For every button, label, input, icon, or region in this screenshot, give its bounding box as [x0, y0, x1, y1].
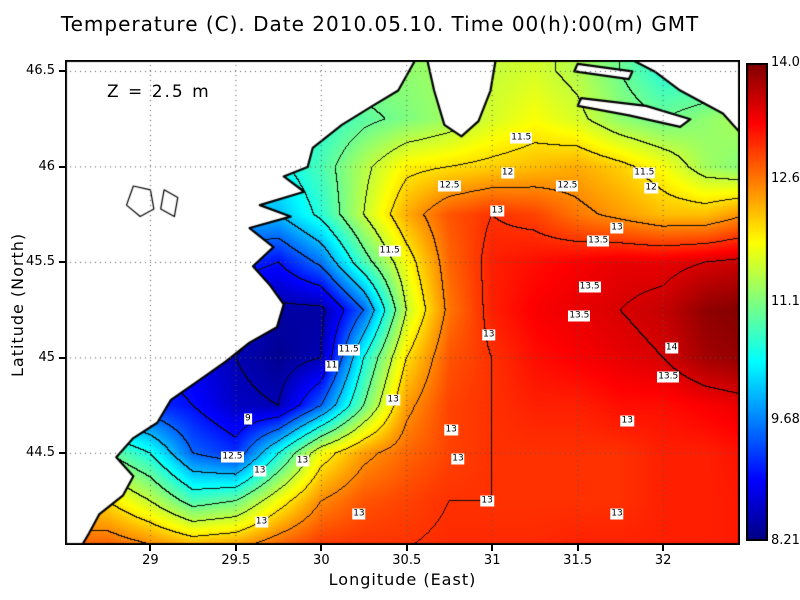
x-tick-label: 30	[313, 553, 330, 568]
x-tick-mark	[320, 545, 323, 551]
contour-label: 9	[243, 413, 252, 425]
contour-label: 11	[324, 360, 339, 371]
contour-label: 12.5	[556, 180, 579, 192]
colorbar	[746, 63, 768, 541]
x-tick-label: 29	[142, 553, 159, 568]
contour-label: 11.5	[510, 132, 533, 144]
y-tick-mark	[59, 70, 65, 73]
y-tick-label: 45.5	[26, 254, 55, 270]
y-tick-label: 46	[38, 158, 55, 174]
y-tick-mark	[59, 356, 65, 359]
contour-label: 13	[451, 453, 465, 465]
contour-label: 13.5	[578, 281, 601, 293]
y-tick-mark	[59, 261, 65, 264]
contour-label: 13	[254, 516, 269, 528]
contour-label: 13	[482, 329, 496, 341]
contour-label: 13	[610, 222, 624, 234]
contour-label: 13	[295, 455, 310, 467]
colorbar-tick-label: 12.6	[771, 170, 800, 186]
x-tick-mark	[234, 545, 237, 551]
contour-label: 12	[500, 167, 515, 179]
contour-label: 13	[444, 424, 458, 436]
contour-label: 13.5	[568, 310, 591, 322]
contour-label: 11.5	[633, 167, 656, 179]
contour-label: 12.5	[438, 180, 461, 192]
colorbar-tick-label: 11.1	[771, 294, 800, 310]
y-tick-mark	[59, 452, 65, 455]
plot-title: Temperature (C). Date 2010.05.10. Time 0…	[60, 12, 700, 36]
depth-annotation: Z = 2.5 m	[107, 82, 211, 102]
contour-label: 13	[490, 205, 505, 217]
x-tick-label: 30.5	[392, 553, 422, 568]
temperature-field-canvas	[65, 60, 740, 545]
contour-label: 13	[620, 415, 634, 427]
contour-label: 14	[664, 342, 679, 354]
plot-area: 11.5 12 12.5 12.5 11.5 12 13 13 13.5 11.5 13.5 13.5…	[65, 60, 740, 545]
colorbar-tick-label: 14.0	[771, 55, 800, 70]
y-axis-label: Latitude (North)	[8, 232, 27, 378]
colorbar-tick-label: 8.21	[771, 533, 800, 548]
y-tick-mark	[59, 165, 65, 168]
x-axis-label: Longitude (East)	[328, 570, 477, 589]
x-tick-mark	[405, 545, 408, 551]
contour-label: 13.5	[657, 371, 680, 383]
contour-label: 13	[253, 465, 267, 477]
y-tick-label: 46.5	[26, 63, 55, 79]
contour-label: 12.5	[221, 451, 244, 463]
x-tick-label: 31	[483, 553, 501, 568]
contour-label: 11.5	[378, 245, 401, 257]
x-tick-label: 32	[654, 553, 672, 568]
contour-label: 13.5	[587, 235, 610, 247]
x-tick-label: 31.5	[563, 553, 593, 568]
x-tick-mark	[491, 545, 494, 551]
x-tick-mark	[662, 545, 665, 551]
contour-label: 13	[610, 508, 624, 520]
contour-label: 12	[644, 182, 658, 194]
x-tick-mark	[149, 545, 152, 551]
colorbar-tick-label: 9.68	[771, 411, 800, 427]
contour-label: 13	[480, 495, 494, 507]
y-tick-label: 45	[38, 349, 55, 365]
contour-label: 13	[386, 394, 400, 406]
y-tick-label: 44.5	[26, 445, 55, 461]
contour-label: 11.5	[337, 344, 360, 356]
contour-label: 13	[352, 508, 366, 520]
x-tick-label: 29.5	[221, 553, 251, 568]
x-tick-mark	[576, 545, 579, 551]
